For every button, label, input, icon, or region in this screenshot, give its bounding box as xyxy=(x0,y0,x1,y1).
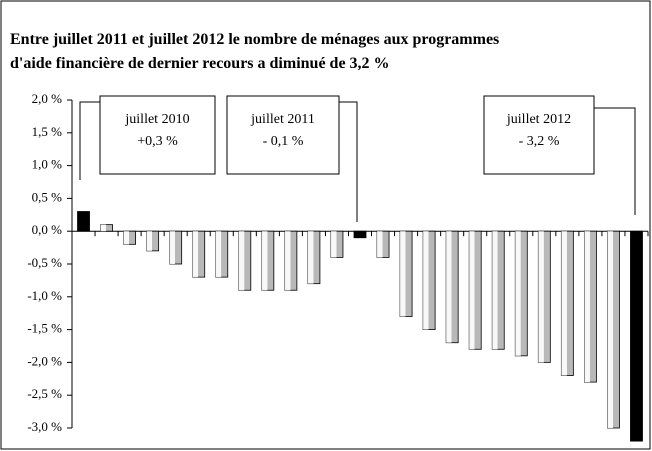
bar-highlight xyxy=(169,231,182,264)
bar-highlight xyxy=(538,231,551,363)
chart-title-line: Entre juillet 2011 et juillet 2012 le no… xyxy=(10,31,499,48)
y-tick-label: -1,0 % xyxy=(27,288,62,303)
bar-highlight xyxy=(146,231,159,251)
callout-line xyxy=(339,101,358,222)
bar-highlight xyxy=(238,231,251,291)
y-tick-label: 2,0 % xyxy=(32,91,63,106)
bar-highlight xyxy=(515,231,528,356)
y-tick-label: 1,5 % xyxy=(32,124,63,139)
bar-highlight xyxy=(584,231,597,383)
annotation-text: juillet 2012 xyxy=(506,112,571,127)
bar-highlight xyxy=(423,231,436,330)
annotation-text: +0,3 % xyxy=(137,134,178,149)
callout-line xyxy=(594,107,636,215)
bar-highlight xyxy=(400,231,413,317)
chart-title-line: d'aide financière de dernier recours a d… xyxy=(10,55,390,72)
annotation-text: juillet 2011 xyxy=(250,112,315,127)
bar-highlight xyxy=(561,231,574,376)
bar-highlight xyxy=(307,231,320,284)
bar-highlight xyxy=(261,231,274,291)
annotation-box xyxy=(226,95,340,175)
annotation-text: juillet 2010 xyxy=(124,112,189,127)
annotation-box xyxy=(99,95,216,175)
y-tick-label: -3,0 % xyxy=(27,419,62,434)
bar xyxy=(77,211,90,232)
bar-highlight xyxy=(215,231,228,278)
bar-highlight xyxy=(123,231,136,245)
bar xyxy=(353,230,367,239)
y-tick-label: 1,0 % xyxy=(32,157,63,172)
bar xyxy=(630,230,643,442)
y-tick-label: -1,5 % xyxy=(27,321,62,336)
bar-highlight xyxy=(446,231,459,343)
callout-line xyxy=(79,101,100,180)
y-tick-label: 0,0 % xyxy=(32,222,63,237)
annotation-text: - 0,1 % xyxy=(263,134,304,149)
bar-highlight xyxy=(100,224,113,232)
bar-highlight xyxy=(330,231,343,258)
bar-highlight xyxy=(469,231,482,350)
y-tick-label: -0,5 % xyxy=(27,255,62,270)
y-tick-label: -2,0 % xyxy=(27,353,62,368)
bar-highlight xyxy=(377,231,390,258)
bar-highlight xyxy=(607,231,620,428)
bar-highlight xyxy=(192,231,205,278)
bar-highlight xyxy=(284,231,297,291)
annotation-text: - 3,2 % xyxy=(519,134,560,149)
bar-highlight xyxy=(492,231,505,350)
annotation-box xyxy=(483,95,595,175)
y-tick-label: -2,5 % xyxy=(27,386,62,401)
y-tick-label: 0,5 % xyxy=(32,189,63,204)
